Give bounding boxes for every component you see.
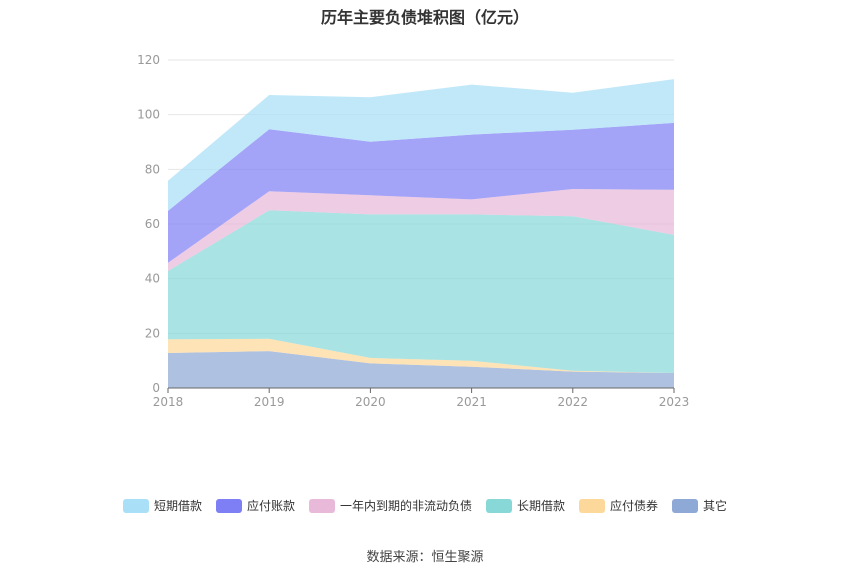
- stacked-area-chart: 0 20 40 60 80 100 120 2018 2019 2020 2021 2022 2023: [137, 53, 690, 409]
- y-tick-label: 60: [145, 217, 160, 231]
- area-短期借款: [168, 79, 674, 211]
- x-tick-label: 2021: [456, 395, 487, 409]
- y-tick-label: 120: [137, 53, 160, 67]
- legend-swatch: [579, 498, 606, 513]
- legend-label: 应付债券: [610, 499, 659, 513]
- legend-label: 一年内到期的非流动负债: [339, 499, 472, 513]
- y-tick-label: 80: [145, 162, 160, 176]
- legend-item[interactable]: 长期借款: [486, 497, 565, 514]
- legend-item[interactable]: 短期借款: [122, 497, 202, 514]
- legend-swatch: [122, 498, 149, 513]
- legend-item[interactable]: 应付债券: [579, 497, 658, 514]
- x-tick-label: 2019: [254, 395, 285, 409]
- area-应付债券: [168, 338, 674, 373]
- legend-label: 长期借款: [517, 499, 566, 513]
- legend-item[interactable]: 应付账款: [215, 497, 295, 514]
- legend-label: 短期借款: [153, 499, 202, 513]
- x-tick-label: 2018: [153, 395, 184, 409]
- legend-swatch: [486, 498, 512, 513]
- area-一年内到期的非流动负债: [168, 189, 674, 271]
- legend-label: 其它: [703, 499, 728, 513]
- area-长期借款: [168, 210, 674, 373]
- area-应付账款: [168, 122, 674, 263]
- legend-label: 应付账款: [246, 499, 295, 513]
- legend-item[interactable]: 一年内到期的非流动负债: [308, 497, 472, 514]
- x-tick-label: 2020: [355, 395, 386, 409]
- legend-swatch: [672, 498, 699, 513]
- data-source: 数据来源：恒生聚源: [366, 550, 484, 565]
- area-其它: [168, 351, 674, 388]
- x-tick-label: 2022: [558, 395, 589, 409]
- x-tick-label: 2023: [659, 395, 690, 409]
- chart-title: 历年主要负债堆积图（亿元）: [320, 8, 529, 27]
- legend-swatch: [215, 498, 242, 513]
- y-tick-label: 100: [137, 108, 160, 122]
- y-tick-label: 0: [152, 381, 160, 395]
- legend-item[interactable]: 其它: [672, 497, 727, 514]
- y-tick-label: 40: [145, 272, 160, 286]
- y-tick-label: 20: [145, 326, 160, 340]
- legend-swatch: [308, 498, 335, 513]
- chart-legend: 短期借款 应付账款 一年内到期的非流动负债 长期借款 应付债券 其它: [0, 497, 850, 514]
